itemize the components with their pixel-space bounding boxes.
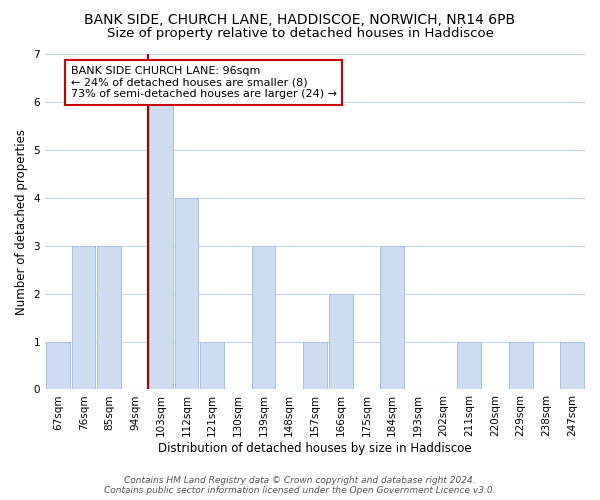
Bar — [509, 342, 533, 390]
Bar — [200, 342, 224, 390]
Text: Contains HM Land Registry data © Crown copyright and database right 2024.
Contai: Contains HM Land Registry data © Crown c… — [104, 476, 496, 495]
Text: BANK SIDE CHURCH LANE: 96sqm
← 24% of detached houses are smaller (8)
73% of sem: BANK SIDE CHURCH LANE: 96sqm ← 24% of de… — [71, 66, 337, 99]
Y-axis label: Number of detached properties: Number of detached properties — [15, 128, 28, 314]
Bar — [175, 198, 198, 390]
X-axis label: Distribution of detached houses by size in Haddiscoe: Distribution of detached houses by size … — [158, 442, 472, 455]
Text: BANK SIDE, CHURCH LANE, HADDISCOE, NORWICH, NR14 6PB: BANK SIDE, CHURCH LANE, HADDISCOE, NORWI… — [85, 12, 515, 26]
Bar — [380, 246, 404, 390]
Bar — [560, 342, 584, 390]
Bar — [97, 246, 121, 390]
Bar — [329, 294, 353, 390]
Bar — [72, 246, 95, 390]
Text: Size of property relative to detached houses in Haddiscoe: Size of property relative to detached ho… — [107, 28, 493, 40]
Bar — [149, 102, 173, 390]
Bar — [46, 342, 70, 390]
Bar — [303, 342, 327, 390]
Bar — [457, 342, 481, 390]
Bar — [252, 246, 275, 390]
